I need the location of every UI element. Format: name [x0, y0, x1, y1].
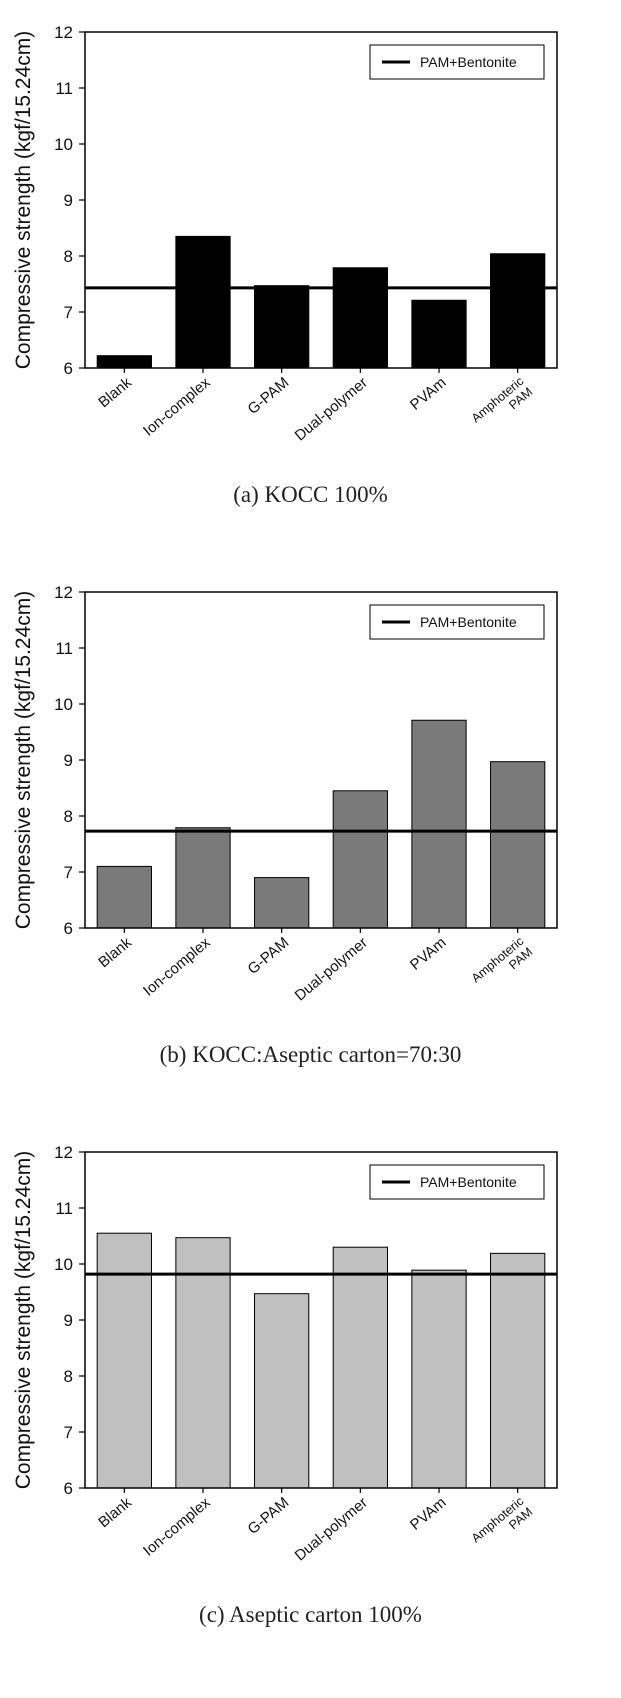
y-tick-label-c: 12: [54, 1143, 73, 1162]
x-category-label-c: Blank: [95, 1494, 135, 1531]
bar-b-3: [254, 877, 310, 929]
x-category-label-a: PVAm: [407, 374, 450, 414]
x-category-label-b: Blank: [95, 934, 135, 971]
bar-c-1: [96, 1232, 152, 1489]
chart-panel-c: 6 7 8 9 10 11 12 Blank Ion-complex G-PAM Dual-poly…: [0, 1120, 621, 1645]
x-category-label-c: Ion-complex: [140, 1494, 214, 1560]
plot-frame-b: [84, 591, 558, 929]
bar-chart-b: 6 7 8 9 10 11 12 Blank Ion-complex G-PAM Dual-poly…: [12, 583, 558, 1004]
y-tick-label-b: 7: [64, 863, 73, 882]
x-category-label-b: AmphotericPAM: [469, 934, 535, 996]
plot-frame-c: [84, 1151, 558, 1489]
chart-panel-a: 6 7 8 9 10 11 12 Blank Ion-complex G-PAM Dual-poly…: [0, 0, 621, 525]
bar-a-1: [96, 355, 152, 369]
y-tick-label-a: 9: [64, 191, 73, 210]
bar-c-3: [254, 1293, 310, 1489]
x-category-label-c: PVAm: [407, 1494, 450, 1534]
y-tick-label-a: 8: [64, 247, 73, 266]
legend-label-c: PAM+Bentonite: [420, 1174, 517, 1190]
x-category-label-a: Ion-complex: [140, 374, 214, 440]
y-tick-label-b: 11: [55, 639, 73, 658]
x-category-label-b: Ion-complex: [140, 934, 214, 1000]
y-tick-label-c: 6: [64, 1479, 73, 1498]
bar-chart-c: 6 7 8 9 10 11 12 Blank Ion-complex G-PAM Dual-poly…: [12, 1143, 558, 1564]
x-category-label-a: Dual-polymer: [292, 374, 371, 444]
legend-label-a: PAM+Bentonite: [420, 54, 517, 70]
y-tick-label-a: 10: [54, 135, 73, 154]
bar-b-5: [411, 719, 467, 929]
y-tick-label-b: 8: [64, 807, 73, 826]
x-category-label-c: AmphotericPAM: [469, 1494, 535, 1556]
plot-frame-a: [84, 31, 558, 369]
y-tick-label-a: 6: [64, 359, 73, 378]
x-category-label-b: G-PAM: [244, 934, 292, 978]
bar-chart-a: 6 7 8 9 10 11 12 Blank Ion-complex G-PAM Dual-poly…: [12, 23, 558, 444]
legend-label-b: PAM+Bentonite: [420, 614, 517, 630]
y-tick-label-b: 10: [54, 695, 73, 714]
y-tick-label-b: 12: [54, 583, 73, 602]
x-category-label-b: PVAm: [407, 934, 450, 974]
bar-c-6: [490, 1252, 546, 1489]
y-axis-label-c: Compressive strength (kgf/15.24cm): [12, 1151, 35, 1489]
y-tick-label-a: 12: [54, 23, 73, 42]
chart-caption-c: (c) Aseptic carton 100%: [199, 1602, 422, 1627]
bar-b-6: [490, 761, 546, 929]
chart-caption-b: (b) KOCC:Aseptic carton=70:30: [159, 1042, 462, 1067]
y-axis-label-b: Compressive strength (kgf/15.24cm): [12, 591, 35, 929]
bar-b-1: [96, 865, 152, 929]
x-category-label-a: Blank: [95, 374, 135, 411]
bar-c-4: [332, 1246, 388, 1489]
chart-panel-b: 6 7 8 9 10 11 12 Blank Ion-complex G-PAM Dual-poly…: [0, 560, 621, 1085]
bar-a-3: [254, 285, 310, 369]
y-tick-label-b: 9: [64, 751, 73, 770]
y-tick-label-c: 10: [54, 1255, 73, 1274]
x-category-label-c: Dual-polymer: [292, 1494, 371, 1564]
bar-a-2: [175, 235, 231, 369]
y-tick-label-c: 9: [64, 1311, 73, 1330]
bar-c-2: [175, 1237, 231, 1489]
x-category-label-a: G-PAM: [244, 374, 292, 418]
y-axis-label-a: Compressive strength (kgf/15.24cm): [12, 31, 35, 369]
y-tick-label-b: 6: [64, 919, 73, 938]
y-tick-label-c: 7: [64, 1423, 73, 1442]
x-category-label-c: G-PAM: [244, 1494, 292, 1538]
y-tick-label-a: 7: [64, 303, 73, 322]
bar-a-4: [332, 267, 388, 369]
bar-b-2: [175, 827, 231, 929]
chart-caption-a: (a) KOCC 100%: [233, 482, 388, 507]
bar-a-5: [411, 299, 467, 369]
x-category-label-b: Dual-polymer: [292, 934, 371, 1004]
y-tick-label-c: 11: [55, 1199, 73, 1218]
bar-a-6: [490, 253, 546, 369]
x-category-label-a: AmphotericPAM: [469, 374, 535, 436]
y-tick-label-a: 11: [55, 79, 73, 98]
bar-c-5: [411, 1269, 467, 1489]
y-tick-label-c: 8: [64, 1367, 73, 1386]
bar-b-4: [332, 790, 388, 929]
